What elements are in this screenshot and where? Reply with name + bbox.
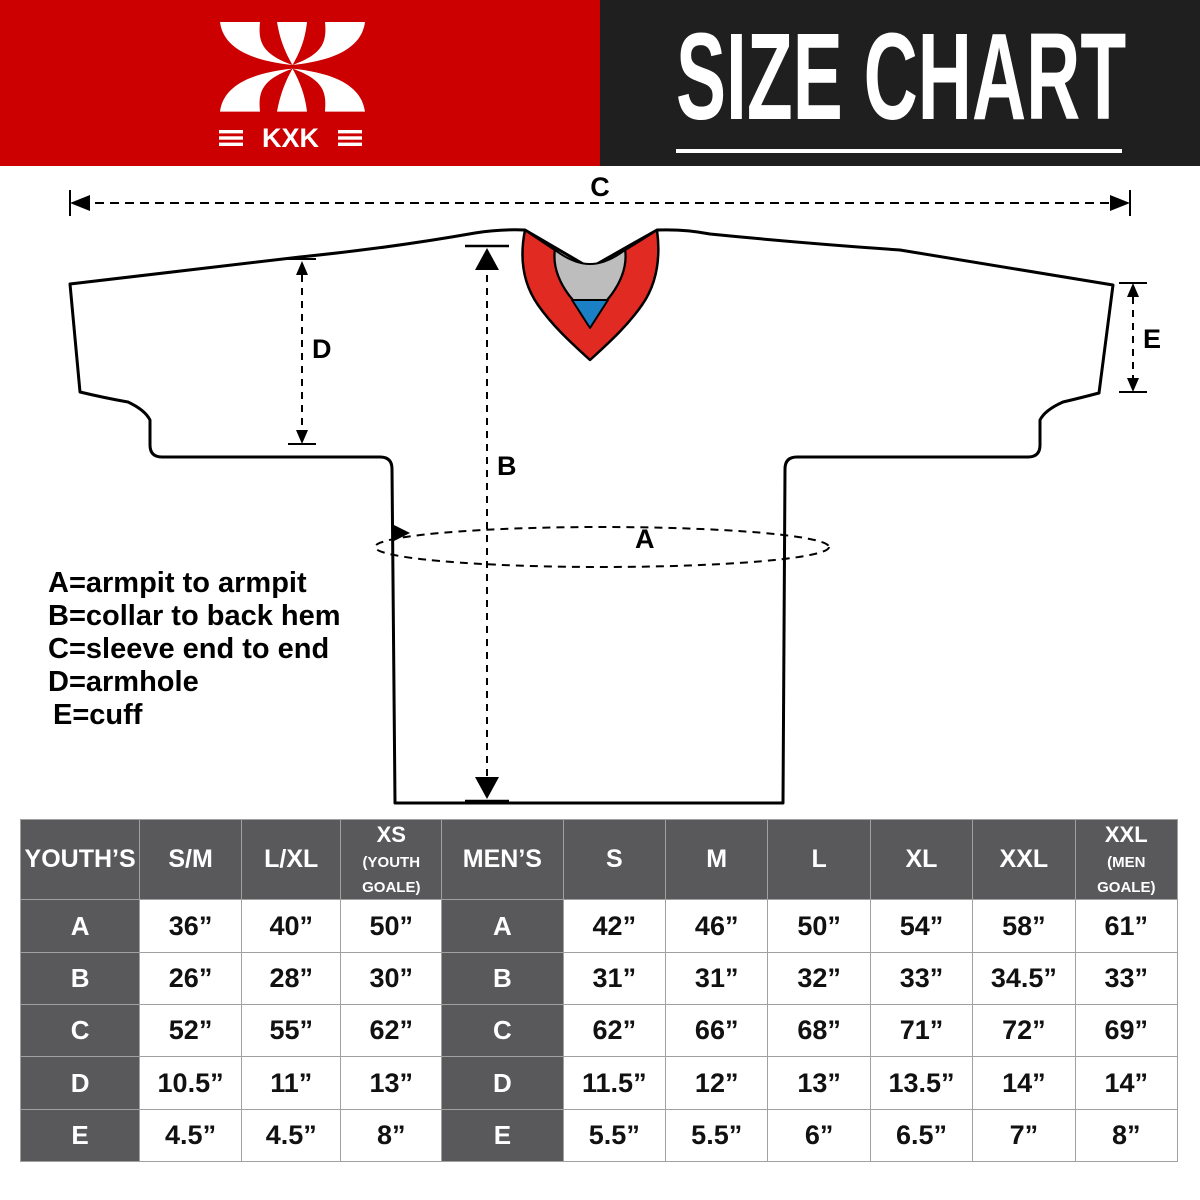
svg-text:C=sleeve end to end: C=sleeve end to end [48,633,329,665]
svg-text:E: E [1143,324,1161,354]
svg-text:C: C [590,172,610,202]
svg-text:E=cuff: E=cuff [53,699,143,731]
svg-text:D: D [312,334,332,364]
svg-text:D=armhole: D=armhole [48,666,199,698]
svg-text:A=armpit to armpit: A=armpit to armpit [48,567,307,599]
svg-text:A: A [635,524,655,554]
svg-text:B=collar to back hem: B=collar to back hem [48,600,341,632]
svg-text:B: B [497,451,517,481]
